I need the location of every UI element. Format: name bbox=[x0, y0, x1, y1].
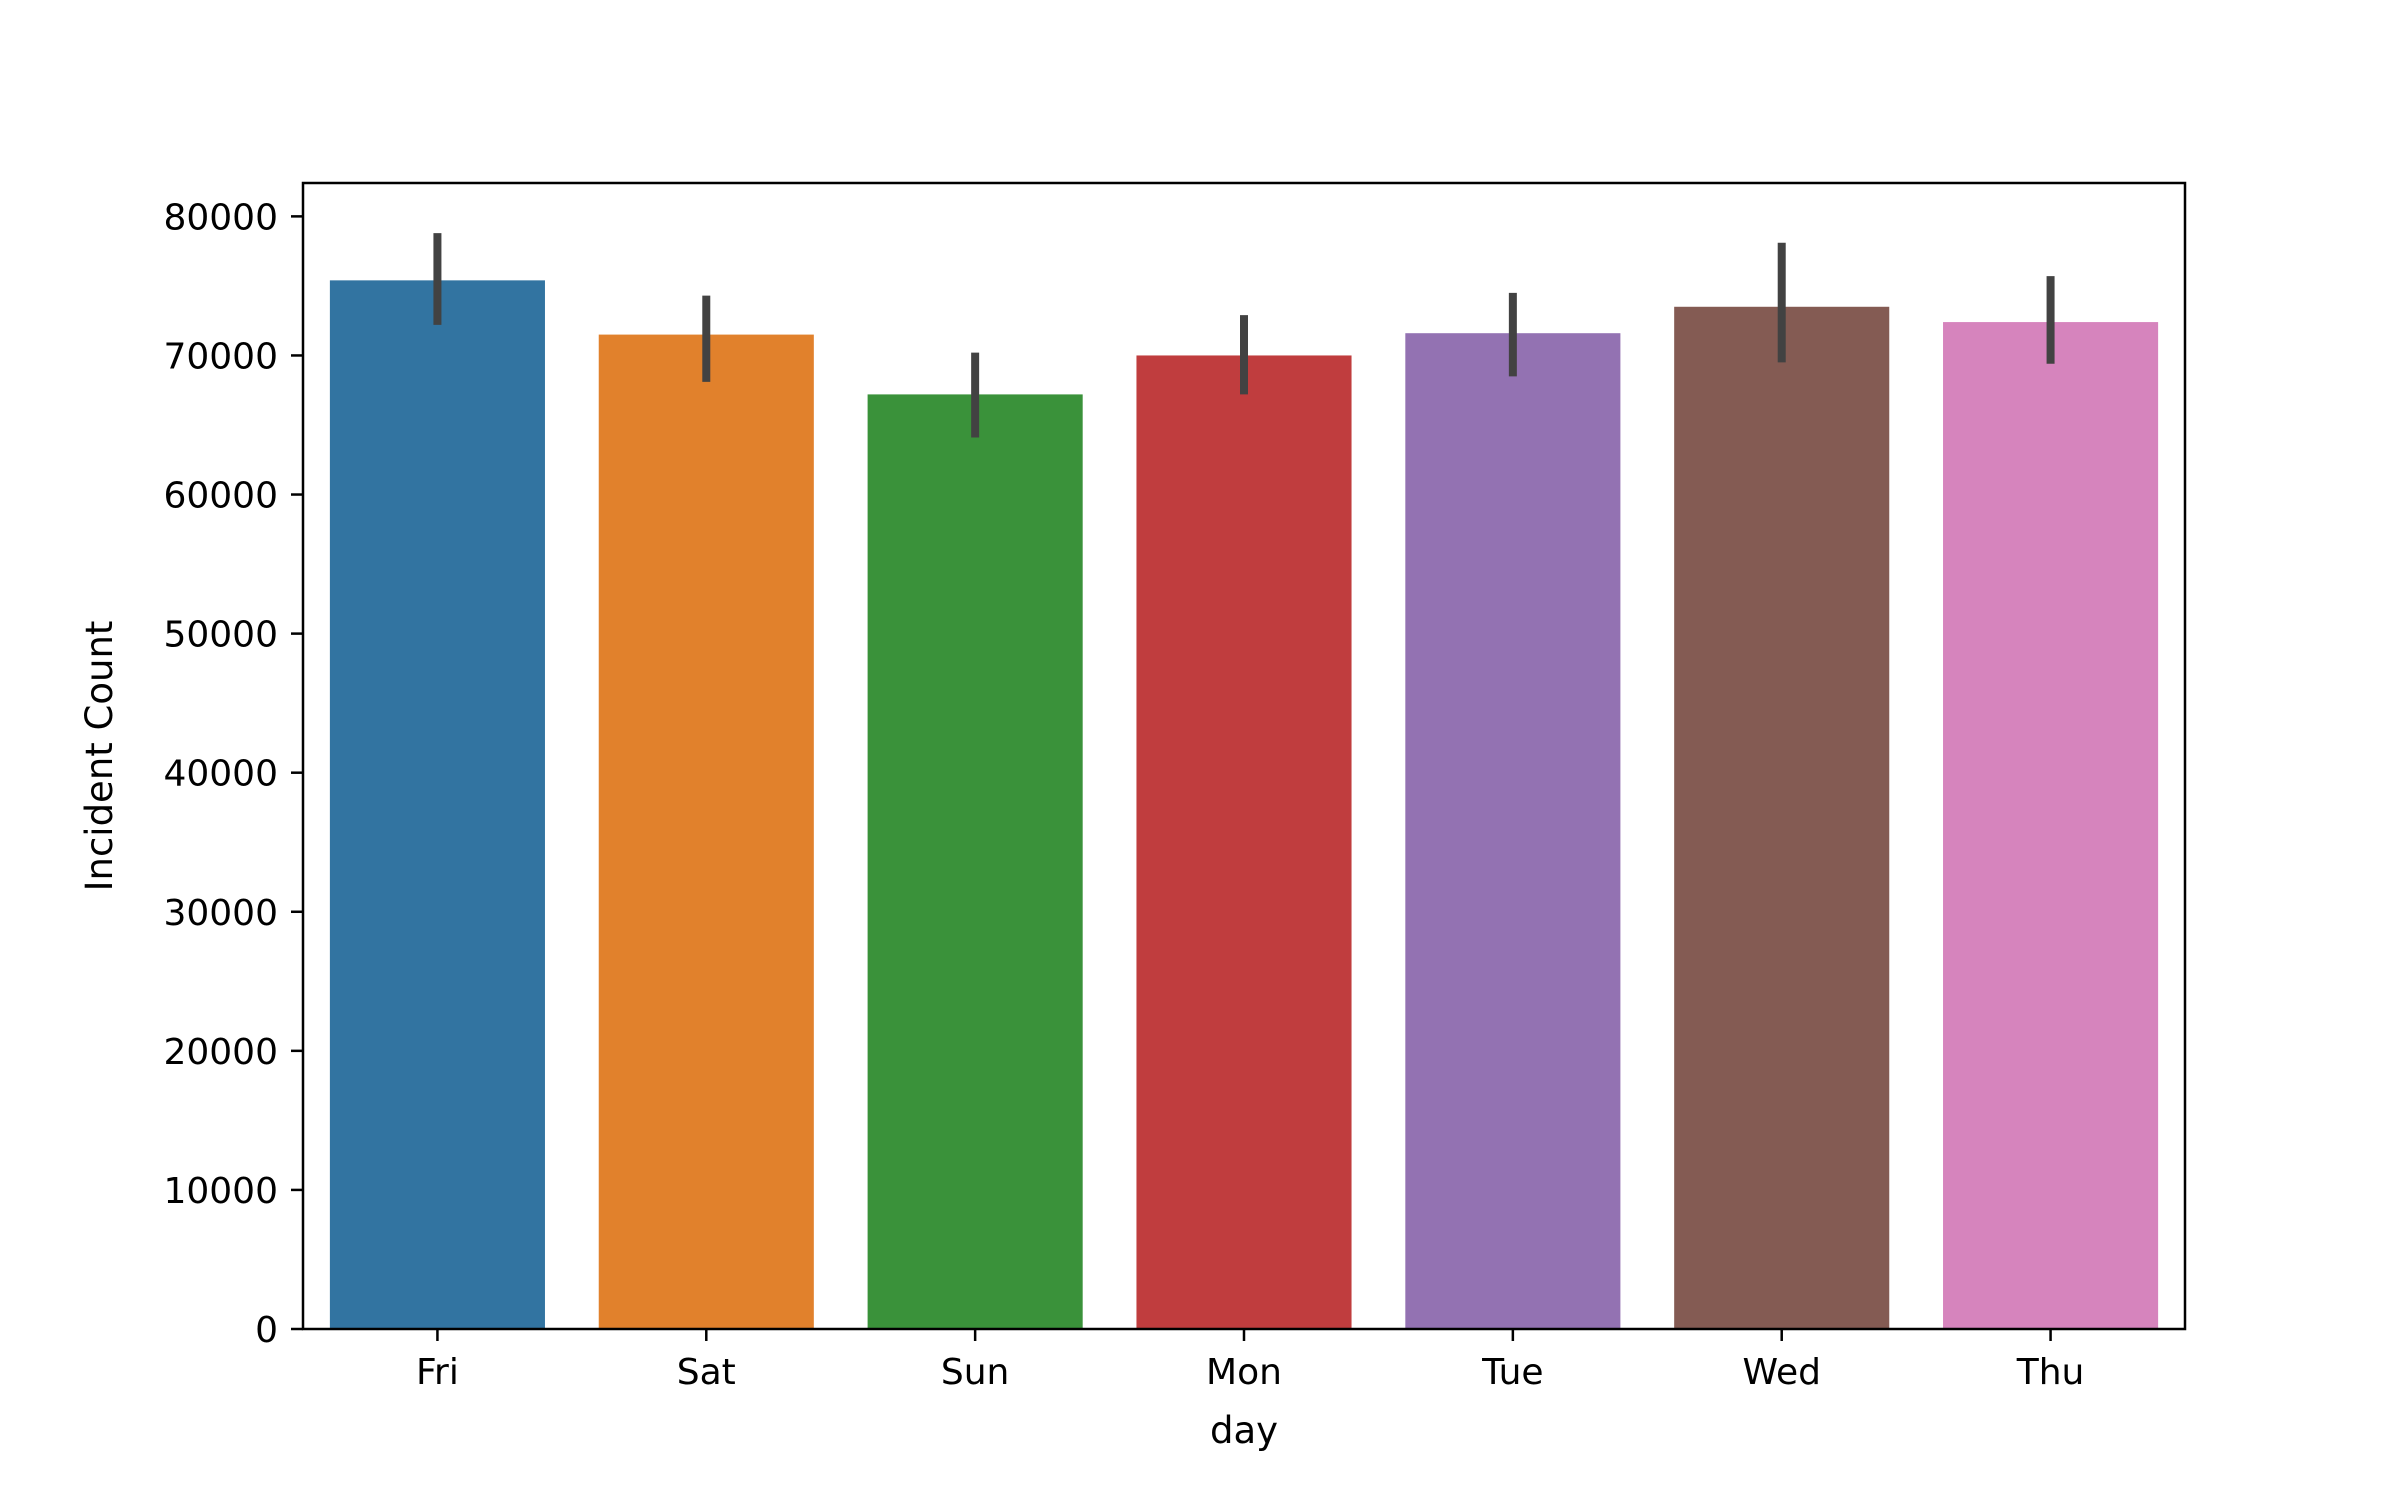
y-tick-label: 0 bbox=[255, 1310, 278, 1351]
error-bars-group bbox=[433, 233, 2055, 438]
x-axis-label: day bbox=[1210, 1409, 1278, 1452]
y-tick-label: 60000 bbox=[163, 476, 278, 517]
bar-wed bbox=[1674, 306, 1890, 1329]
bar-sun bbox=[867, 394, 1083, 1329]
bar-fri bbox=[329, 280, 545, 1329]
bars-group bbox=[329, 280, 2159, 1330]
x-tick-label: Fri bbox=[416, 1352, 459, 1393]
bar-tue bbox=[1405, 333, 1621, 1330]
bar-thu bbox=[1943, 322, 2159, 1330]
x-tick-label: Thu bbox=[2016, 1352, 2085, 1393]
y-tick-label: 30000 bbox=[163, 893, 278, 934]
bar-sat bbox=[598, 334, 814, 1329]
y-tick-label: 70000 bbox=[163, 336, 278, 377]
y-tick-label: 40000 bbox=[163, 754, 278, 795]
x-axis: Fri Sat Sun Mon Tue Wed Thu bbox=[416, 1329, 2084, 1393]
y-tick-label: 80000 bbox=[163, 197, 278, 238]
x-tick-label: Sat bbox=[677, 1352, 736, 1393]
y-axis: 0 10000 20000 30000 40000 50000 60000 70000 8000… bbox=[163, 197, 303, 1351]
x-tick-label: Tue bbox=[1481, 1352, 1544, 1393]
y-tick-label: 50000 bbox=[163, 615, 278, 656]
bar-mon bbox=[1136, 355, 1352, 1329]
y-tick-label: 10000 bbox=[163, 1171, 278, 1212]
y-axis-label: Incident Count bbox=[78, 621, 121, 892]
y-tick-label: 20000 bbox=[163, 1032, 278, 1073]
x-tick-label: Mon bbox=[1206, 1352, 1282, 1393]
x-tick-label: Sun bbox=[941, 1352, 1009, 1393]
x-tick-label: Wed bbox=[1742, 1352, 1821, 1393]
